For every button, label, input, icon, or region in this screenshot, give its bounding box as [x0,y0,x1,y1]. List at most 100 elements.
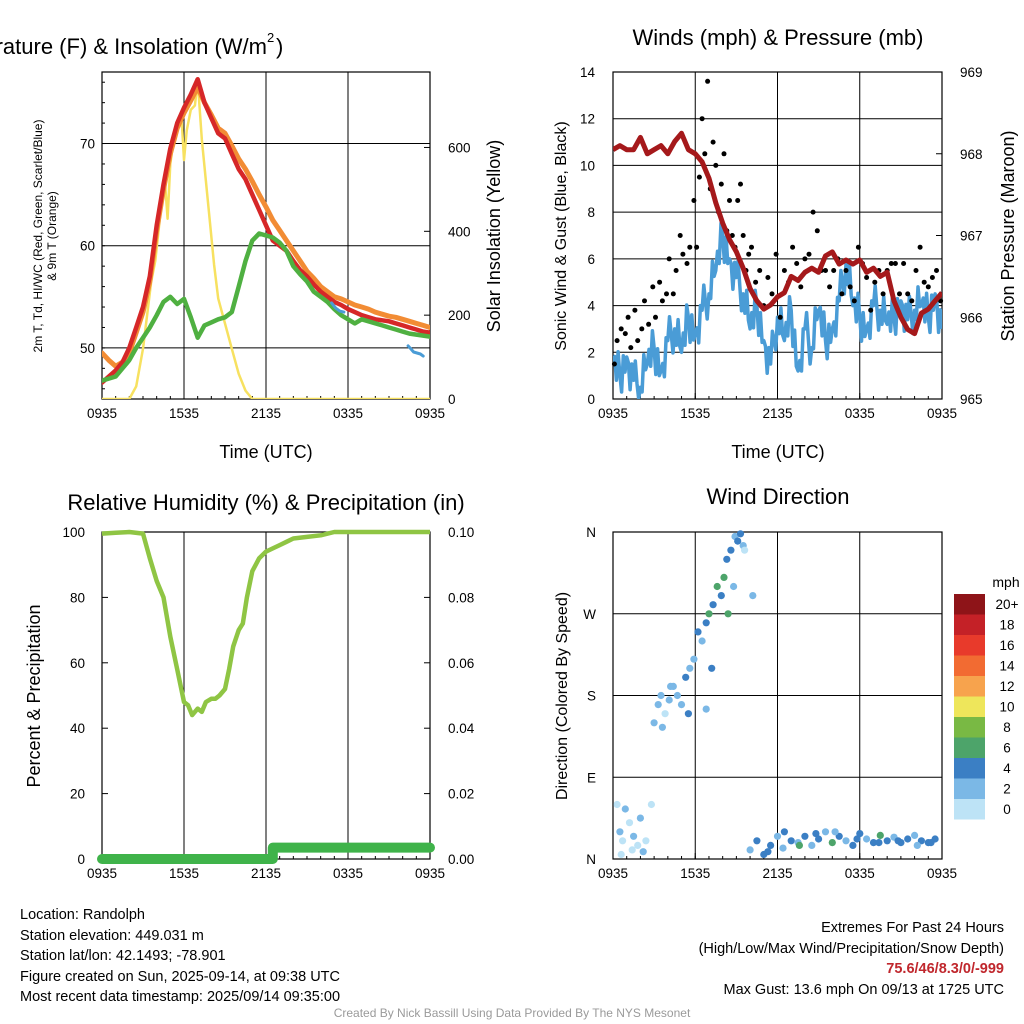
legend-swatch [954,635,985,656]
y2-tick-label: 0.10 [448,525,474,540]
gust-point [773,251,779,257]
direction-point [911,831,919,840]
humidity-panel: 0935 1535 2135 0335 09350204060801000.000.02… [24,490,475,881]
direction-point [684,710,693,718]
direction-point [657,691,665,700]
direction-point [708,664,716,672]
gust-point [839,291,845,297]
x-tick-label: 0935 [87,406,117,421]
y2-axis-label: Station Pressure (Maroon) [998,130,1018,341]
y2-tick-label: 0 [448,392,456,407]
y-tick-label: 50 [80,341,95,356]
y-tick-label: E [587,770,596,785]
x-tick-label: 0935 [415,406,445,421]
gust-point [718,181,724,187]
gust-point [622,331,628,337]
gust-point [639,326,645,332]
direction-point [717,592,725,600]
gust-point [713,162,719,168]
gust-point [729,233,735,238]
y2-tick-label: 965 [960,392,983,407]
chart-title: Relative Humidity (%) & Precipitation (i… [67,490,464,515]
chart-title: Wind Direction [706,484,849,509]
x-axis-label: Time (UTC) [219,442,312,462]
direction-point [705,610,713,618]
direction-point [828,839,836,847]
direction-point [749,592,757,600]
gust-point [872,279,878,285]
station-info: Location: Randolph Station elevation: 44… [20,905,340,1008]
gust-point [757,268,763,273]
y-tick-label: 0 [587,392,595,407]
legend-label: 20+ [996,597,1019,612]
gust-point [677,233,683,238]
legend-swatch [954,676,985,697]
gust-point [925,284,931,290]
gust-point [646,321,652,327]
gust-point [635,338,641,344]
y-tick-label: 2 [587,345,595,360]
y-tick-label: 60 [70,656,85,671]
direction-point [876,831,884,840]
direction-point [849,841,857,850]
direction-point [927,839,935,847]
gust-point [913,268,919,273]
direction-point [630,832,638,840]
direction-point [780,828,789,836]
gust-point [666,256,672,262]
direction-point [619,837,627,845]
elevation-text: Station elevation: 449.031 m [20,927,204,944]
gust-point [628,345,634,351]
legend-label: 14 [999,659,1015,674]
direction-point [779,844,787,852]
direction-point [709,601,717,609]
gust-point [929,275,935,280]
x-tick-label: 2135 [251,406,281,421]
direction-point [815,835,823,843]
direction-point [795,841,804,850]
direction-point [812,830,820,838]
y-tick-label: W [583,607,596,622]
x-tick-label: 2135 [251,866,281,881]
gust-point [740,233,746,238]
direction-point [686,664,694,672]
gust-point [880,291,886,297]
y-tick-label: 100 [62,525,85,540]
direction-point [724,610,732,618]
gust-point [625,314,631,320]
direction-point [698,637,706,645]
gust-point [843,268,849,273]
direction-point [636,814,645,822]
gust-point [905,291,911,297]
legend-label: 12 [999,679,1014,694]
y-tick-label: 14 [580,65,596,80]
gust-point [753,279,759,285]
gust-point [614,338,620,344]
y-tick-label: 6 [587,252,595,267]
direction-point [647,800,656,809]
direction-point [753,837,761,845]
x-tick-label: 0335 [845,866,875,881]
direction-point [634,841,642,850]
gust-point [823,268,828,273]
legend-swatch [954,758,985,779]
series-wc2 [406,344,425,358]
direction-point [869,839,878,847]
gust-point [831,268,837,273]
gust-point [855,244,861,250]
gust-point [921,279,927,285]
direction-point [801,832,809,840]
series-td [102,231,430,383]
y-tick-label: 40 [70,721,85,736]
extremes-values: 75.6/46/8.3/0/-999 [886,961,1004,977]
direction-point [673,691,682,700]
legend-label: 8 [1003,720,1011,735]
y-axis-label-line1: 2m T, Td, HI/WC (Red, Green, Scarlet/Blu… [31,120,45,353]
extremes-subtitle: (High/Low/Max Wind/Precipitation/Snow De… [698,940,1004,957]
x-tick-label: 0335 [333,866,363,881]
series-wc [330,301,346,314]
gust-point [699,116,705,122]
gust-point [794,261,800,266]
